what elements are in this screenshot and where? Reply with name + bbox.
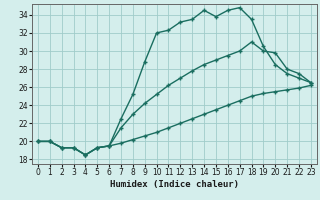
X-axis label: Humidex (Indice chaleur): Humidex (Indice chaleur): [110, 180, 239, 189]
